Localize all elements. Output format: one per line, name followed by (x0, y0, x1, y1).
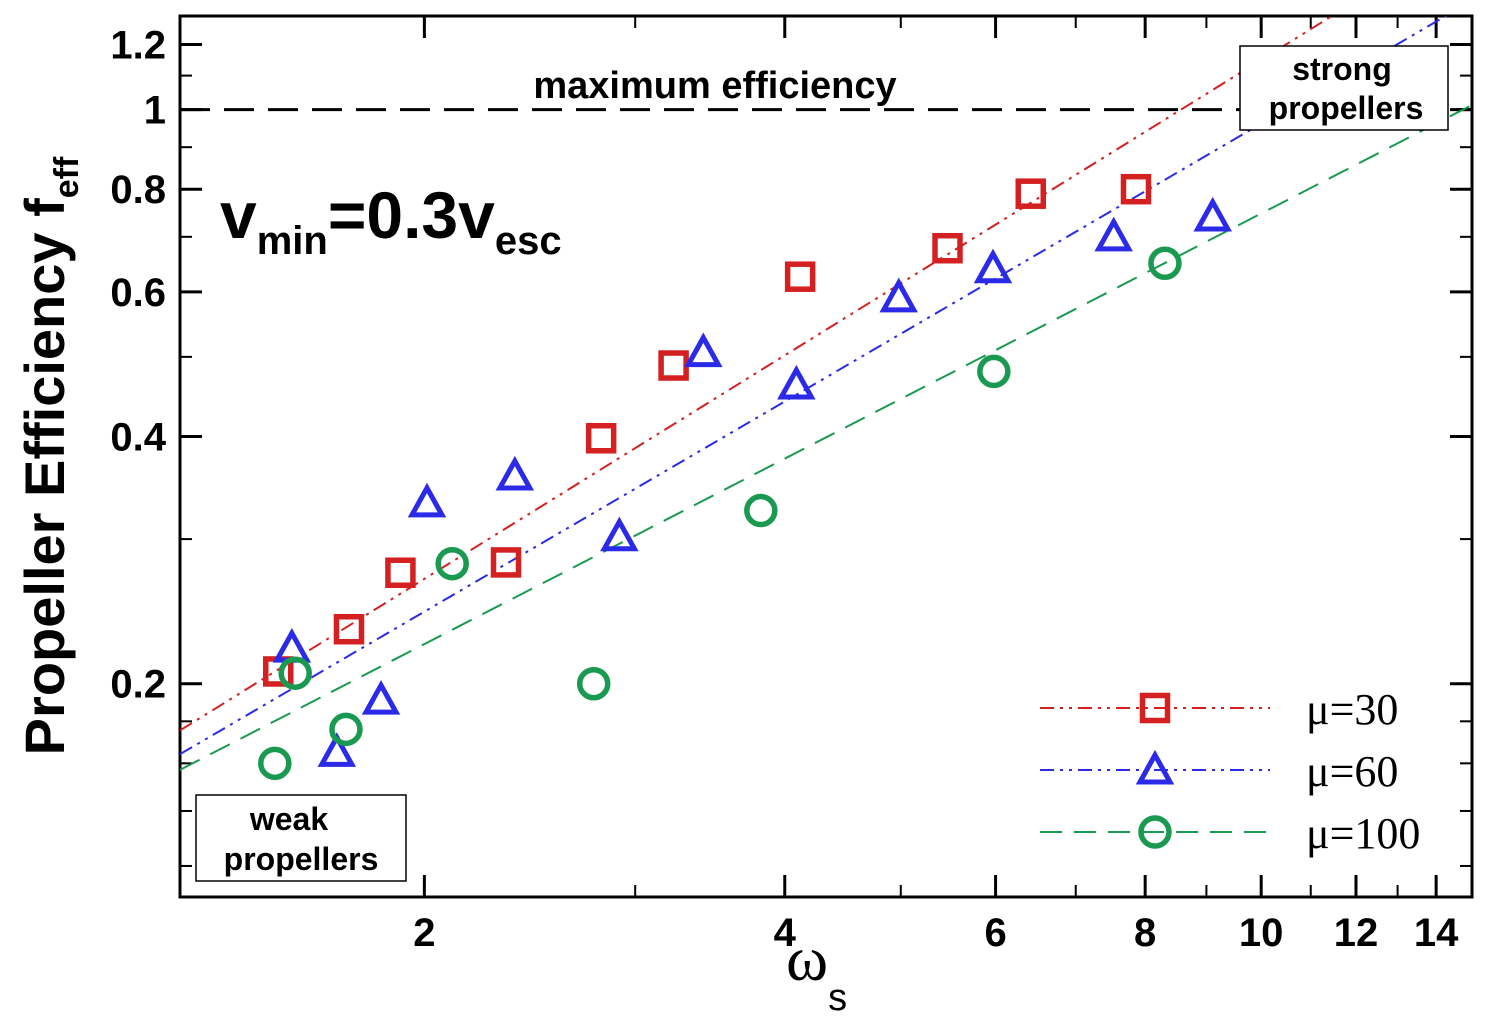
data-markers (258, 173, 1232, 781)
y-tick-label: 0.2 (110, 663, 166, 707)
vmin-esc: esc (495, 219, 562, 263)
x-tick-label: 12 (1334, 911, 1379, 955)
axis-ticks (180, 16, 1472, 897)
strong-label-line1: strong (1292, 51, 1392, 87)
svg-text:vmin=0.3vesc: vmin=0.3vesc (220, 178, 562, 263)
weak-label-line1: weak (249, 801, 328, 837)
vmin-annotation: vmin=0.3vesc (220, 178, 562, 263)
circle-marker-series-3 (576, 666, 611, 701)
fit-line-series-3 (180, 104, 1472, 771)
circle-marker-series-3 (435, 546, 469, 581)
square-marker-series-1 (658, 350, 689, 381)
x-axis-title-sub: s (828, 977, 847, 1019)
vmin-v: v (220, 178, 257, 252)
square-marker-series-1 (385, 557, 416, 588)
x-axis-title-main: ω (786, 923, 828, 994)
triangle-marker-series-2 (1094, 216, 1133, 252)
triangle-marker-series-2 (973, 248, 1013, 284)
y-tick-label: 0.4 (110, 415, 166, 459)
weak-label-line2: propellers (224, 841, 379, 877)
y-axis-title-sub: eff (48, 156, 86, 198)
x-tick-label: 10 (1239, 911, 1284, 955)
circle-marker-series-3 (258, 746, 292, 781)
y-tick-label: 1.2 (110, 24, 166, 68)
legend-label-series-1: μ=30 (1306, 685, 1398, 734)
axis-tick-labels: 2 4 6 8 10 12 14 0.2 0.4 0.6 0.8 1 1.2 (110, 24, 1459, 955)
plot-frame (178, 14, 1474, 899)
circle-marker-series-3 (977, 354, 1011, 389)
triangle-marker-series-2 (495, 455, 535, 491)
x-tick-label: 8 (1134, 911, 1156, 955)
triangle-marker-series-2 (600, 516, 639, 552)
y-tick-label: 1 (144, 89, 166, 133)
legend-label-series-3: μ=100 (1306, 809, 1420, 858)
square-marker-series-1 (1015, 178, 1047, 209)
strong-propellers-box: strong propellers (1239, 45, 1449, 131)
circle-marker-series-3 (1148, 246, 1182, 281)
legend-marker-series-1 (1139, 692, 1171, 724)
legend: μ=30 μ=60 μ=100 (1040, 685, 1420, 858)
square-marker-series-1 (333, 614, 365, 645)
y-axis-title: Propeller Efficiency feff (13, 156, 86, 755)
maximum-efficiency-label: maximum efficiency (533, 65, 896, 107)
svg-text:ωs: ωs (786, 923, 847, 1019)
triangle-marker-series-2 (317, 732, 357, 767)
x-tick-label: 14 (1414, 911, 1459, 955)
circle-marker-series-3 (278, 656, 312, 690)
vmin-mid: =0.3v (328, 178, 495, 252)
square-marker-series-1 (932, 232, 963, 264)
triangle-marker-series-2 (407, 482, 447, 518)
circle-marker-series-3 (329, 712, 363, 747)
weak-propellers-box: weak propellers (195, 794, 407, 882)
x-tick-label: 4 (774, 911, 797, 955)
x-tick-label: 6 (984, 911, 1006, 955)
legend-marker-series-2 (1135, 749, 1175, 785)
triangle-marker-series-2 (684, 332, 723, 368)
square-marker-series-1 (784, 261, 816, 292)
triangle-marker-series-2 (272, 627, 312, 663)
y-tick-label: 0.6 (110, 271, 166, 315)
triangle-marker-series-2 (879, 277, 918, 313)
legend-label-series-2: μ=60 (1306, 747, 1398, 796)
svg-text:Propeller Efficiency feff: Propeller Efficiency feff (13, 156, 86, 755)
square-marker-series-1 (585, 423, 617, 454)
y-tick-label: 0.8 (110, 168, 166, 212)
triangle-marker-series-2 (777, 364, 816, 400)
y-axis-title-main: Propeller Efficiency f (13, 198, 76, 755)
triangle-marker-series-2 (1193, 196, 1232, 232)
legend-marker-series-3 (1138, 815, 1172, 849)
x-tick-label: 2 (413, 911, 435, 955)
strong-label-line2: propellers (1269, 90, 1424, 126)
circle-marker-series-3 (744, 493, 778, 528)
x-axis-title: ωs (786, 923, 847, 1019)
square-marker-series-1 (1120, 173, 1152, 205)
triangle-marker-series-2 (361, 680, 401, 715)
maximum-efficiency-label-bg (490, 62, 940, 106)
vmin-sub: min (257, 219, 328, 263)
square-marker-series-1 (490, 547, 522, 578)
